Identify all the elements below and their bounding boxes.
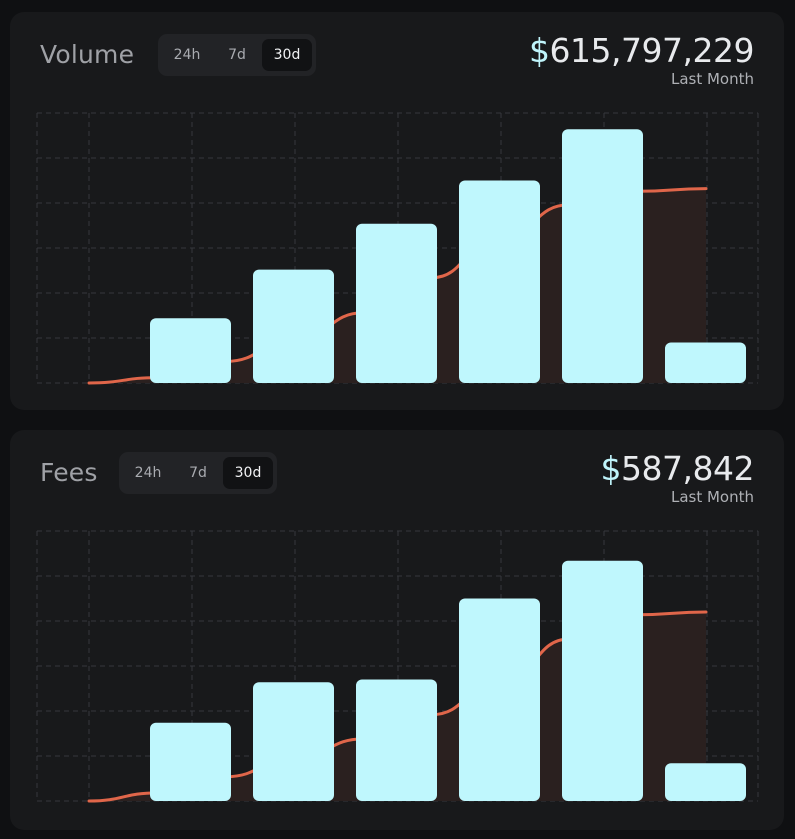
total-amount: $587,842 — [600, 449, 755, 488]
amount-value: 615,797,229 — [549, 31, 755, 70]
tab-30d[interactable]: 30d — [262, 39, 312, 71]
card-title: Fees — [40, 458, 98, 487]
chart-bar — [356, 679, 437, 801]
period-label: Last Month — [670, 70, 754, 88]
fees-chart — [36, 530, 759, 803]
volume-card: Volume 24h 7d 30d $615,797,229 Last Mont… — [10, 12, 784, 410]
currency-symbol: $ — [600, 449, 622, 488]
cumulative-area — [89, 612, 706, 801]
period-label: Last Month — [670, 488, 754, 506]
amount-value: 587,842 — [621, 449, 754, 488]
chart-bar — [665, 763, 746, 801]
chart-bar — [562, 129, 643, 383]
card-title: Volume — [40, 40, 135, 69]
chart-bar — [562, 560, 643, 801]
cumulative-area — [89, 188, 706, 383]
total-amount: $615,797,229 — [529, 32, 754, 70]
chart-bar — [150, 318, 231, 383]
volume-chart — [36, 112, 759, 385]
fees-card: Fees 24h 7d 30d $587,842 Last Month — [10, 430, 784, 830]
chart-bar — [459, 180, 540, 383]
total-summary: $615,797,229 Last Month — [529, 32, 754, 89]
tab-24h[interactable]: 24h — [134, 465, 162, 481]
tab-7d[interactable]: 7d — [228, 47, 246, 63]
total-summary: $587,842 Last Month — [600, 449, 755, 507]
chart-bar — [253, 269, 334, 383]
tab-7d[interactable]: 7d — [189, 465, 207, 481]
tab-30d[interactable]: 30d — [223, 457, 273, 489]
period-tabs: 24h 7d 30d — [158, 34, 316, 76]
chart-bar — [253, 682, 334, 801]
period-tabs: 24h 7d 30d — [119, 452, 277, 494]
chart-bar — [150, 722, 231, 801]
tab-24h[interactable]: 24h — [173, 47, 201, 63]
chart-bar — [665, 342, 746, 383]
currency-symbol: $ — [529, 31, 550, 70]
chart-bar — [459, 598, 540, 801]
chart-bar — [356, 223, 437, 383]
